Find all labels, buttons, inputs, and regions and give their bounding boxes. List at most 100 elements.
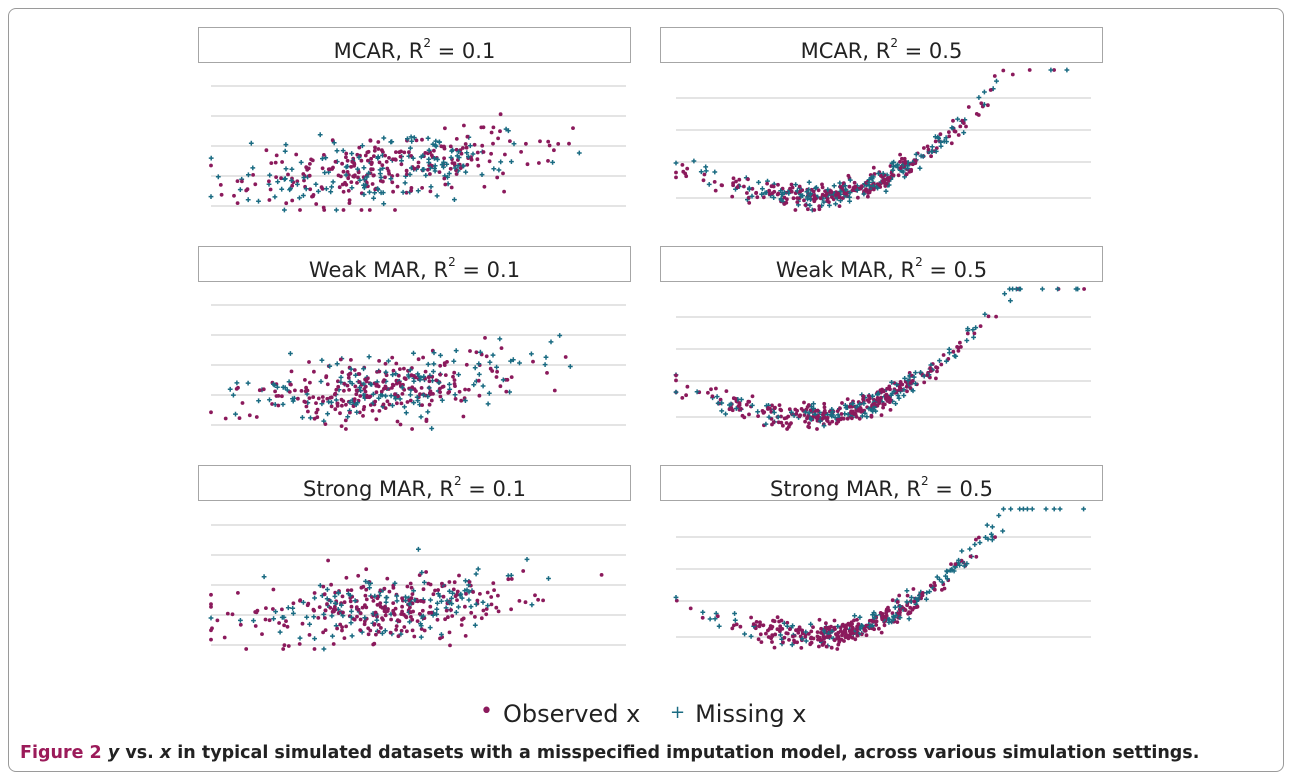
observed-x-point <box>287 390 292 394</box>
panel-title-tail: = 0.1 <box>461 477 526 501</box>
observed-x-point <box>390 180 395 185</box>
observed-x-point <box>251 173 255 177</box>
observed-x-point <box>853 637 858 642</box>
observed-x-point <box>775 615 780 620</box>
missing-x-point <box>691 158 697 164</box>
missing-x-point <box>452 165 458 171</box>
missing-x-point <box>918 370 923 375</box>
observed-x-point <box>394 150 398 154</box>
observed-x-point <box>312 591 317 595</box>
missing-x-point <box>945 576 950 582</box>
observed-x-point <box>398 422 403 427</box>
missing-x-point <box>700 609 706 615</box>
observed-x-point <box>912 605 916 610</box>
missing-x-point <box>1001 506 1006 512</box>
missing-x-point <box>937 358 942 363</box>
observed-x-point <box>274 175 278 179</box>
observed-x-point <box>795 200 800 205</box>
observed-x-point <box>506 577 511 582</box>
missing-x-point <box>1051 506 1057 512</box>
observed-x-point <box>469 610 474 615</box>
missing-x-point <box>870 612 875 618</box>
observed-x-point <box>765 181 769 186</box>
observed-x-point <box>509 375 514 379</box>
missing-x-point <box>328 599 334 604</box>
missing-x-point <box>510 357 516 363</box>
observed-x-point <box>298 208 302 212</box>
observed-x-point <box>436 588 440 592</box>
missing-x-point <box>400 189 406 195</box>
observed-x-point <box>898 610 902 615</box>
observed-x-point <box>303 378 307 382</box>
panel-title-weak-mar-r2-01: Weak MAR, R2 = 0.1 <box>198 246 631 282</box>
missing-x-point <box>361 165 367 171</box>
missing-x-point <box>415 188 421 194</box>
observed-marker-icon: • <box>480 699 493 724</box>
observed-x-point <box>448 643 452 648</box>
missing-x-point <box>415 371 421 377</box>
observed-x-point <box>749 615 753 620</box>
legend-item-observed: • Observed x <box>480 699 640 728</box>
panel-title-tail: = 0.5 <box>928 477 993 501</box>
observed-x-point <box>881 405 885 410</box>
missing-x-point <box>953 353 959 359</box>
missing-x-point <box>456 604 461 610</box>
observed-x-point <box>959 345 963 349</box>
panel-title-sup: 2 <box>448 255 456 269</box>
observed-x-point <box>674 170 678 175</box>
missing-x-point <box>876 171 881 176</box>
observed-x-point <box>378 604 383 609</box>
missing-x-point <box>803 629 809 635</box>
missing-x-point <box>329 613 335 619</box>
observed-x-point <box>337 185 342 190</box>
observed-x-point <box>378 601 383 606</box>
missing-x-point <box>418 621 423 627</box>
observed-x-point <box>824 192 829 197</box>
observed-x-point <box>209 628 213 633</box>
observed-x-point <box>799 646 804 650</box>
observed-x-point <box>371 599 376 603</box>
missing-x-point <box>466 154 471 159</box>
observed-x-point <box>397 150 402 155</box>
observed-x-point <box>491 125 496 130</box>
observed-x-point <box>410 628 415 633</box>
missing-x-point <box>246 172 251 178</box>
missing-x-point <box>902 376 908 381</box>
observed-x-point <box>747 201 752 205</box>
missing-x-point <box>712 616 718 622</box>
observed-x-point <box>552 148 556 153</box>
observed-x-point <box>379 626 383 630</box>
missing-x-point <box>332 594 338 599</box>
missing-x-point <box>208 194 214 199</box>
missing-x-point <box>439 397 445 403</box>
observed-x-point <box>358 628 363 632</box>
missing-x-point <box>417 377 423 383</box>
panel-title-tail: = 0.1 <box>455 258 521 282</box>
missing-x-point <box>866 180 872 185</box>
missing-x-point <box>806 179 812 185</box>
observed-x-point <box>332 609 336 614</box>
missing-x-point <box>361 366 366 372</box>
observed-x-point <box>797 414 802 419</box>
observed-x-point <box>815 630 820 634</box>
observed-x-point <box>346 176 351 181</box>
observed-x-point <box>349 604 354 609</box>
missing-x-point <box>301 175 307 180</box>
missing-x-point <box>318 379 324 384</box>
observed-x-point <box>238 622 243 627</box>
missing-x-point <box>784 623 790 629</box>
observed-x-point <box>440 581 444 586</box>
missing-x-point <box>476 372 482 377</box>
observed-x-point <box>680 396 685 400</box>
observed-x-point <box>933 583 937 588</box>
observed-x-point <box>409 585 414 590</box>
legend: • Observed x + Missing x <box>480 699 820 734</box>
observed-x-point <box>784 421 789 425</box>
observed-x-point <box>267 618 272 623</box>
observed-x-point <box>373 145 377 150</box>
missing-x-point <box>250 165 256 171</box>
observed-x-point <box>685 166 690 171</box>
missing-x-point <box>321 646 327 652</box>
missing-x-point <box>760 186 765 192</box>
caption-var-x: x <box>159 743 172 763</box>
